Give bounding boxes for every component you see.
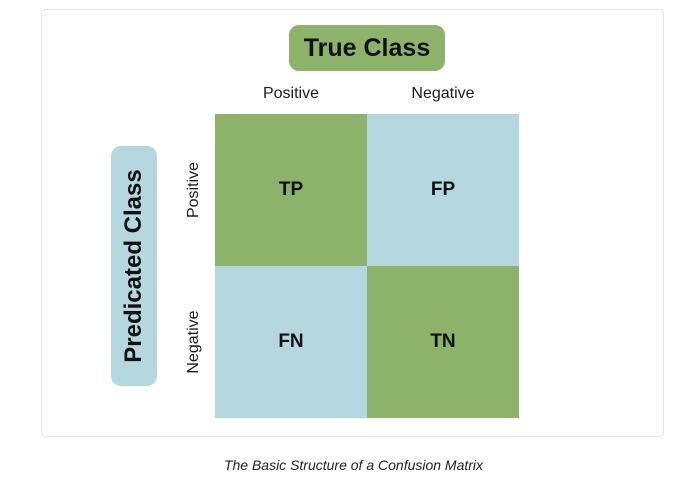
predicted-class-header: Predicated Class xyxy=(120,169,147,363)
true-class-header: True Class xyxy=(289,25,445,71)
column-label-positive: Positive xyxy=(262,85,320,102)
row-label-positive: Positive xyxy=(185,161,202,219)
column-label-negative: Negative xyxy=(411,85,475,102)
cell-true-negative: TN xyxy=(367,266,519,418)
predicted-class-header-box xyxy=(111,146,157,386)
row-label-negative: Negative xyxy=(185,310,202,374)
figure-caption: The Basic Structure of a Confusion Matri… xyxy=(223,457,484,473)
confusion-matrix: TP FP FN TN xyxy=(215,114,519,418)
cell-false-negative: FN xyxy=(215,266,367,418)
cell-true-positive: TP xyxy=(215,114,367,266)
cell-false-positive: FP xyxy=(367,114,519,266)
